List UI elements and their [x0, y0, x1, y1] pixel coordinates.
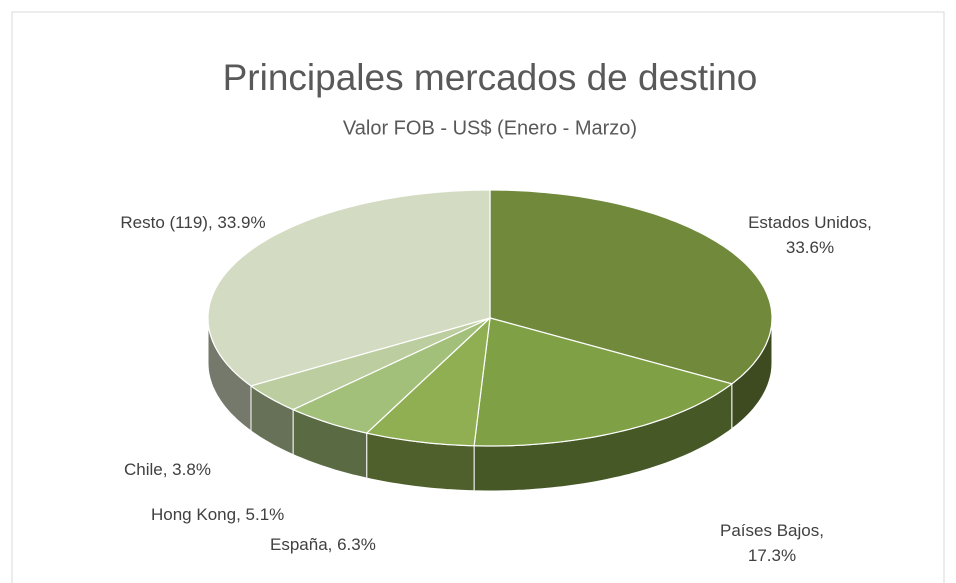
slice: [249, 317, 491, 411]
pie-tops: [207, 189, 773, 447]
slice: [365, 316, 491, 447]
chart-title: Principales mercados de destino: [223, 57, 758, 98]
slice: [291, 317, 491, 434]
data-label: Países Bajos, 17.3%: [720, 521, 824, 565]
chart-subtitle: Valor FOB - US$ (Enero - Marzo): [343, 117, 637, 139]
slice: [473, 317, 734, 447]
data-label: Chile, 3.8%: [124, 460, 211, 479]
data-label: Estados Unidos, 33.6%: [748, 213, 872, 257]
data-label: España, 6.3%: [270, 535, 376, 554]
slice: [207, 189, 491, 387]
data-label: Resto (119), 33.9%: [120, 213, 266, 232]
slice: [489, 189, 773, 385]
pie-sides: [207, 317, 773, 492]
data-label: Hong Kong, 5.1%: [151, 505, 285, 524]
